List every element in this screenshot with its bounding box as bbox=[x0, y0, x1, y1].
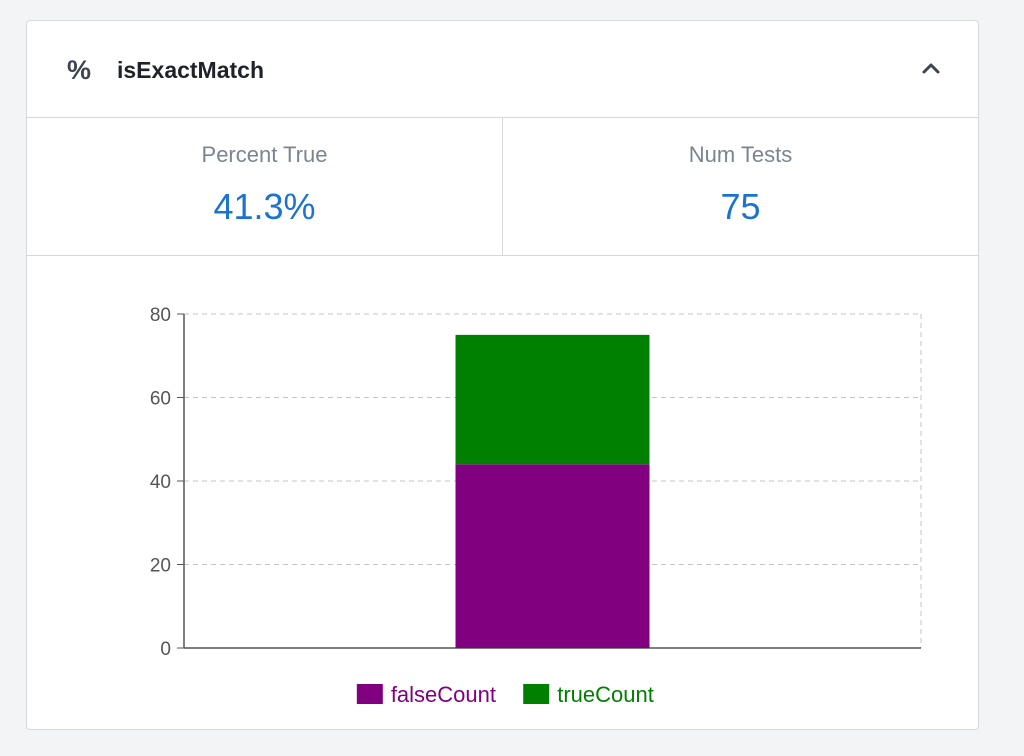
stats-row: Percent True 41.3% Num Tests 75 bbox=[27, 118, 978, 256]
stacked-bar-chart: 0 20 40 60 80 falseCount trueCount bbox=[27, 256, 978, 729]
y-tick-label: 40 bbox=[150, 472, 171, 493]
card-header: % isExactMatch bbox=[27, 21, 978, 118]
stat-percent-true: Percent True 41.3% bbox=[27, 118, 502, 255]
chevron-up-icon bbox=[922, 63, 940, 74]
stat-num-tests: Num Tests 75 bbox=[502, 118, 978, 255]
metric-card: % isExactMatch Percent True 41.3% Num Te… bbox=[26, 20, 979, 730]
percent-icon: % bbox=[67, 55, 92, 85]
card-title: isExactMatch bbox=[117, 57, 265, 83]
bar-trueCount bbox=[455, 334, 650, 465]
bar-falseCount bbox=[455, 464, 650, 648]
y-tick-label: 60 bbox=[150, 389, 171, 410]
stat-label: Percent True bbox=[201, 142, 328, 167]
collapse-button[interactable] bbox=[914, 51, 948, 85]
y-tick-label: 0 bbox=[160, 639, 171, 660]
y-tick-label: 80 bbox=[150, 305, 171, 326]
legend-label-trueCount: trueCount bbox=[557, 682, 654, 707]
stat-value: 41.3% bbox=[213, 186, 316, 227]
legend-swatch-falseCount bbox=[356, 684, 383, 704]
legend-swatch-trueCount bbox=[523, 684, 550, 704]
stat-label: Num Tests bbox=[688, 142, 793, 167]
legend-label-falseCount: falseCount bbox=[391, 682, 496, 707]
y-tick-label: 20 bbox=[150, 556, 171, 577]
stat-value: 75 bbox=[720, 186, 761, 227]
chart-svg: 0 20 40 60 80 falseCount trueCount bbox=[150, 305, 922, 707]
